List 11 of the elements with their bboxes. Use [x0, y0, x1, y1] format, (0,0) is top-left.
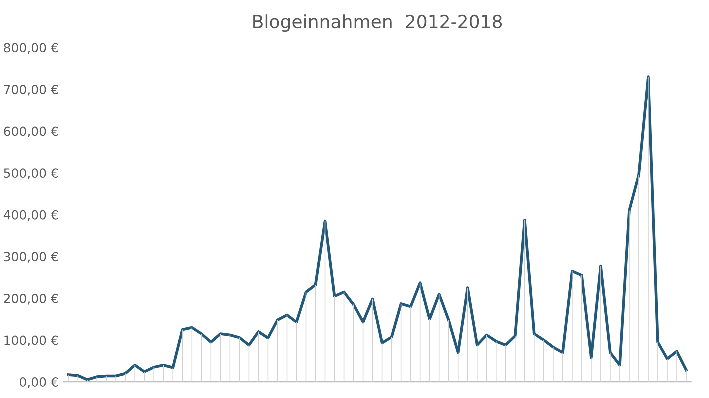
y-tick-label: 0,00 €: [20, 378, 58, 388]
chart-title: Blogeinnahmen 2012-2018: [254, 14, 502, 32]
line-series: [67, 76, 688, 382]
y-tick-label: 600,00 €: [4, 126, 58, 138]
y-tick-label: 100,00 €: [4, 336, 58, 346]
y-tick-label: 300,00 €: [4, 252, 58, 263]
y-tick-label: 800,00 €: [4, 43, 58, 54]
y-tick-label: 400,00 €: [4, 210, 58, 222]
y-tick-label: 500,00 €: [4, 168, 58, 180]
y-tick-label: 200,00 €: [4, 294, 58, 305]
y-tick-label: 700,00 €: [4, 85, 58, 96]
